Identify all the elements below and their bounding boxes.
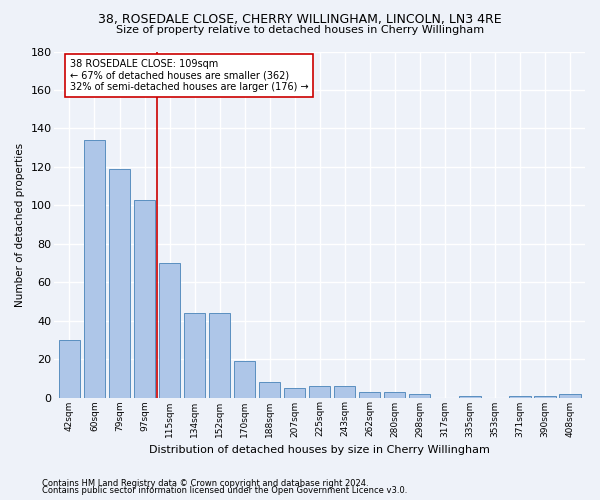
Bar [59, 340, 80, 398]
Text: Contains public sector information licensed under the Open Government Licence v3: Contains public sector information licen… [42, 486, 407, 495]
Bar [209, 313, 230, 398]
Bar [559, 394, 581, 398]
X-axis label: Distribution of detached houses by size in Cherry Willingham: Distribution of detached houses by size … [149, 445, 490, 455]
Text: 38 ROSEDALE CLOSE: 109sqm
← 67% of detached houses are smaller (362)
32% of semi: 38 ROSEDALE CLOSE: 109sqm ← 67% of detac… [70, 59, 308, 92]
Bar [384, 392, 406, 398]
Bar [359, 392, 380, 398]
Bar [184, 313, 205, 398]
Bar [509, 396, 530, 398]
Bar [309, 386, 331, 398]
Bar [159, 263, 180, 398]
Text: Size of property relative to detached houses in Cherry Willingham: Size of property relative to detached ho… [116, 25, 484, 35]
Bar [284, 388, 305, 398]
Bar [134, 200, 155, 398]
Bar [109, 169, 130, 398]
Text: 38, ROSEDALE CLOSE, CHERRY WILLINGHAM, LINCOLN, LN3 4RE: 38, ROSEDALE CLOSE, CHERRY WILLINGHAM, L… [98, 12, 502, 26]
Bar [459, 396, 481, 398]
Bar [535, 396, 556, 398]
Text: Contains HM Land Registry data © Crown copyright and database right 2024.: Contains HM Land Registry data © Crown c… [42, 478, 368, 488]
Bar [234, 361, 255, 398]
Bar [259, 382, 280, 398]
Bar [409, 394, 430, 398]
Bar [334, 386, 355, 398]
Y-axis label: Number of detached properties: Number of detached properties [15, 142, 25, 306]
Bar [84, 140, 105, 398]
